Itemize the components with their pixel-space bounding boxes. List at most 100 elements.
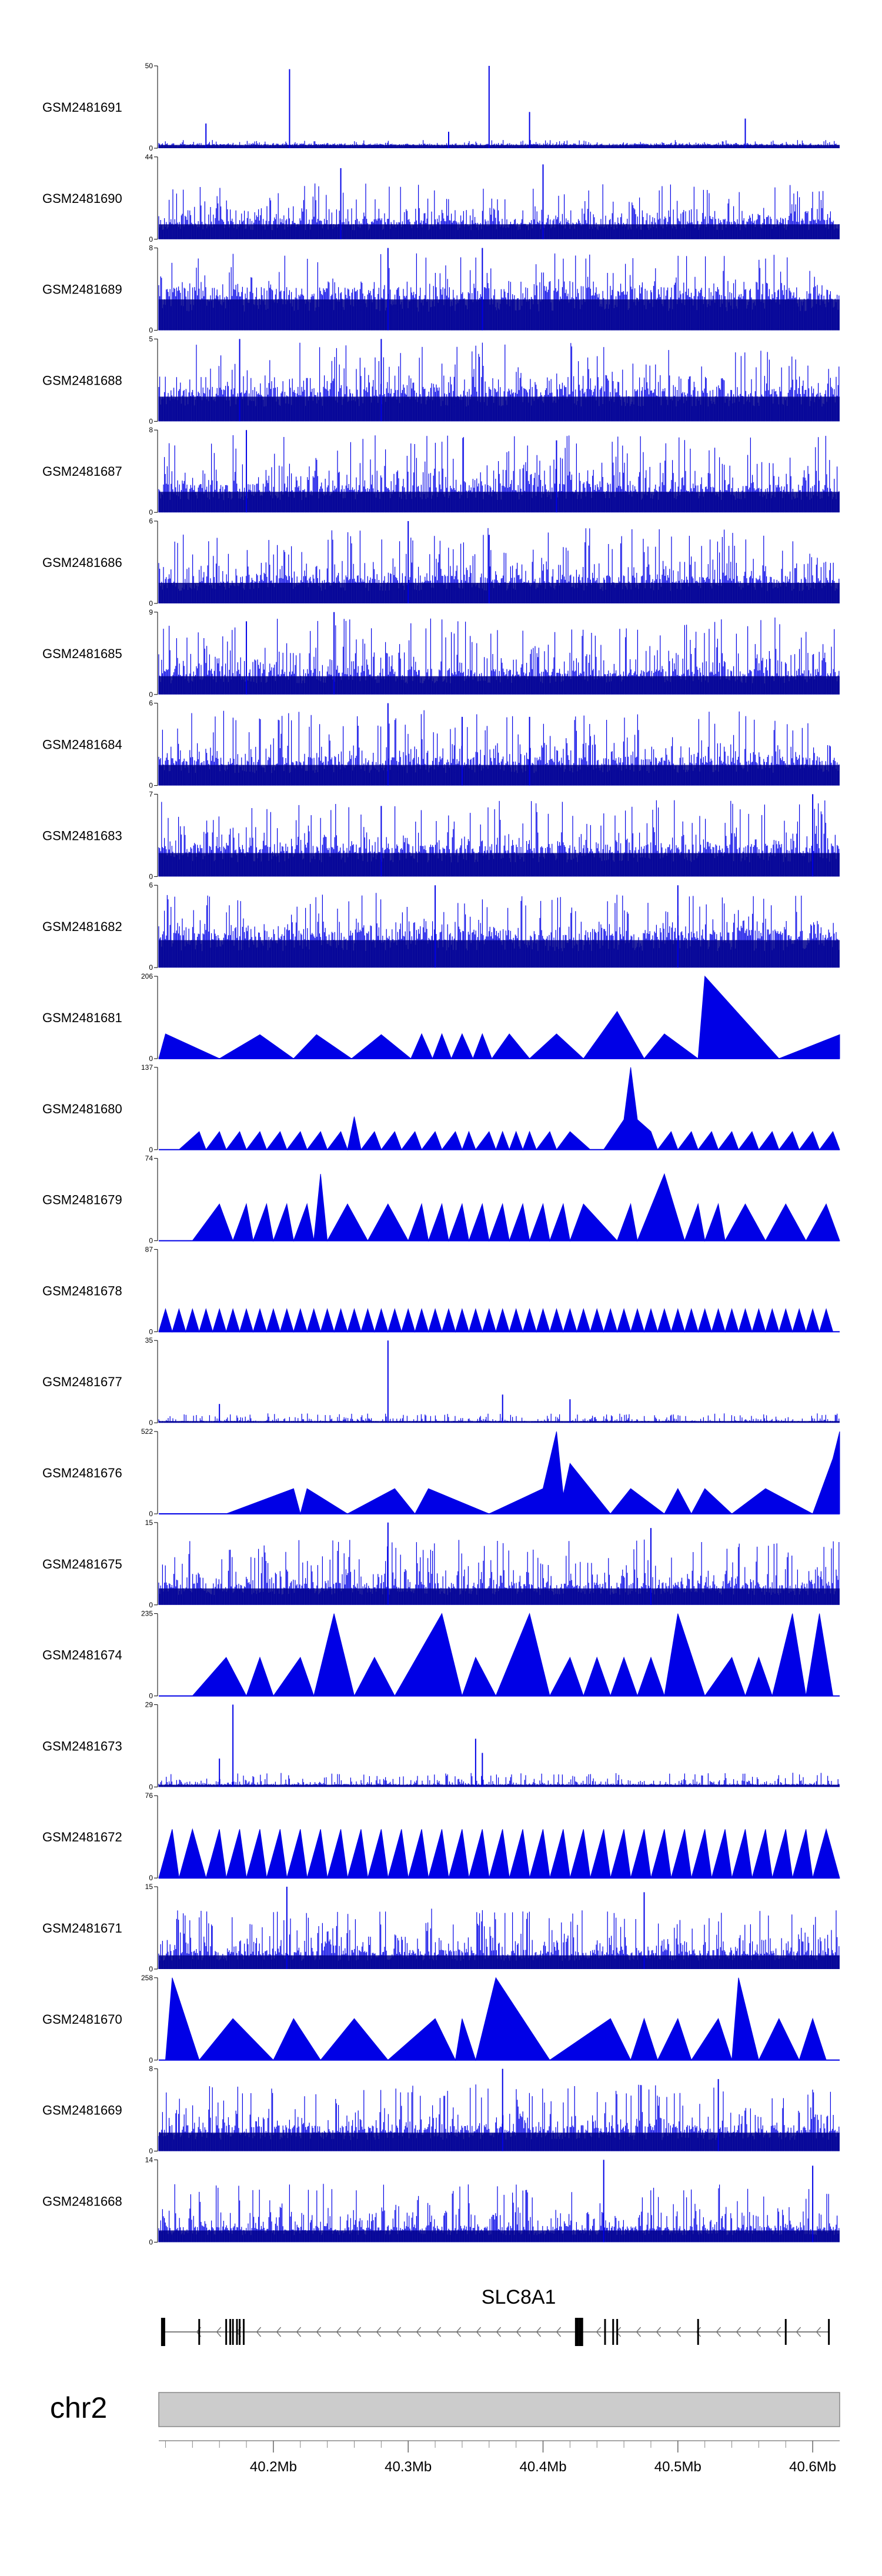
track-GSM2481682: GSM2481682 6 0 [42, 881, 840, 972]
y-axis-min-label: 0 [149, 235, 153, 243]
track-label: GSM2481681 [42, 1010, 122, 1025]
coverage-baseline-band [159, 2230, 840, 2243]
strand-chevron [396, 2327, 402, 2337]
exon [236, 2319, 238, 2345]
track-label: GSM2481670 [42, 2012, 122, 2027]
coverage-baseline-band [159, 765, 840, 786]
strand-chevron [776, 2327, 781, 2337]
chromosome-label: chr2 [50, 2391, 107, 2424]
track-GSM2481671: GSM2481671 15 0 [42, 1883, 840, 1973]
gene-name: SLC8A1 [482, 2286, 556, 2308]
strand-chevron [276, 2327, 282, 2337]
y-axis-max-label: 8 [149, 244, 153, 252]
coverage-area [158, 1308, 834, 1333]
y-axis-max-label: 6 [149, 517, 153, 525]
strand-chevron [696, 2327, 701, 2337]
track-label: GSM2481680 [42, 1102, 122, 1116]
y-axis-max-label: 206 [141, 972, 153, 980]
y-axis-max-label: 15 [145, 1519, 153, 1527]
coverage-baseline-band [159, 940, 840, 968]
strand-chevron [296, 2327, 302, 2337]
strand-chevron [636, 2327, 642, 2337]
y-axis-min-label: 0 [149, 1874, 153, 1882]
strand-chevron [656, 2327, 662, 2337]
track-label: GSM2481674 [42, 1648, 122, 1663]
y-axis-min-label: 0 [149, 1237, 153, 1245]
coverage-baseline-band [159, 145, 840, 148]
y-axis-max-label: 6 [149, 699, 153, 708]
track-label: GSM2481669 [42, 2103, 122, 2118]
y-axis-max-label: 74 [145, 1154, 153, 1163]
coverage-baseline-band [159, 299, 840, 331]
coverage-baseline-band [159, 583, 840, 603]
coverage-baseline-band [159, 492, 840, 513]
y-axis-min-label: 0 [149, 144, 153, 152]
y-axis-max-label: 8 [149, 426, 153, 434]
track-GSM2481676: GSM2481676 522 0 [42, 1427, 840, 1518]
track-label: GSM2481686 [42, 555, 122, 570]
exon [161, 2318, 165, 2346]
y-axis-min-label: 0 [149, 2147, 153, 2155]
y-axis-min-label: 0 [149, 1327, 153, 1336]
y-axis-max-label: 76 [145, 1791, 153, 1800]
y-axis-min-label: 0 [149, 1510, 153, 1518]
strand-chevron [796, 2327, 801, 2337]
exon [239, 2319, 241, 2345]
exon [574, 2318, 579, 2346]
track-label: GSM2481689 [42, 282, 122, 297]
track-GSM2481685: GSM2481685 9 0 [42, 608, 840, 699]
track-GSM2481688: GSM2481688 5 0 [42, 335, 840, 425]
y-axis-max-label: 7 [149, 790, 153, 798]
exon [232, 2319, 234, 2345]
track-label: GSM2481687 [42, 464, 122, 479]
track-GSM2481673: GSM2481673 29 0 [42, 1700, 840, 1791]
coverage-area [192, 1612, 834, 1697]
track-GSM2481684: GSM2481684 6 0 [42, 699, 840, 790]
y-axis-min-label: 0 [149, 599, 153, 608]
coverage-area [158, 1828, 840, 1880]
y-axis-max-label: 8 [149, 2065, 153, 2073]
y-axis-min-label: 0 [149, 872, 153, 880]
y-axis-max-label: 35 [145, 1336, 153, 1344]
exon [579, 2318, 583, 2346]
track-GSM2481678: GSM2481678 87 0 [42, 1245, 840, 1336]
track-label: GSM2481683 [42, 828, 122, 843]
track-GSM2481668: GSM2481668 14 0 [42, 2155, 840, 2246]
track-GSM2481675: GSM2481675 15 0 [42, 1519, 840, 1609]
track-label: GSM2481688 [42, 373, 122, 388]
track-GSM2481680: GSM2481680 137 0 [42, 1063, 840, 1154]
y-axis-max-label: 258 [141, 1974, 153, 1982]
exon [225, 2319, 228, 2345]
track-label: GSM2481678 [42, 1283, 122, 1298]
track-label: GSM2481682 [42, 919, 122, 934]
track-GSM2481689: GSM2481689 8 0 [42, 244, 840, 335]
exon [616, 2319, 619, 2345]
y-axis-min-label: 0 [149, 690, 153, 699]
coverage-baseline-band [159, 224, 840, 239]
track-GSM2481691: GSM2481691 50 0 [42, 62, 840, 152]
x-axis-tick-label: 40.3Mb [385, 2459, 432, 2475]
y-axis-min-label: 0 [149, 508, 153, 516]
x-axis-tick-label: 40.6Mb [789, 2459, 836, 2475]
coverage-baseline-band [159, 1784, 840, 1787]
strand-chevron [336, 2327, 342, 2337]
y-axis-min-label: 0 [149, 1055, 153, 1063]
coverage-area [192, 1173, 840, 1242]
y-axis-max-label: 29 [145, 1700, 153, 1709]
strand-chevron [676, 2327, 681, 2337]
coverage-baseline-band [159, 676, 840, 695]
track-label: GSM2481668 [42, 2194, 122, 2208]
y-axis-min-label: 0 [149, 963, 153, 972]
y-axis-min-label: 0 [149, 1601, 153, 1609]
strand-chevron [436, 2327, 442, 2337]
track-GSM2481687: GSM2481687 8 0 [42, 426, 840, 516]
coverage-area [165, 1977, 827, 2061]
y-axis-max-label: 15 [145, 1883, 153, 1891]
coverage-baseline-band [159, 396, 840, 422]
x-axis-tick-label: 40.4Mb [519, 2459, 566, 2475]
y-axis-min-label: 0 [149, 1419, 153, 1427]
track-label: GSM2481684 [42, 738, 122, 752]
exon [242, 2319, 245, 2345]
y-axis-max-label: 5 [149, 335, 153, 343]
